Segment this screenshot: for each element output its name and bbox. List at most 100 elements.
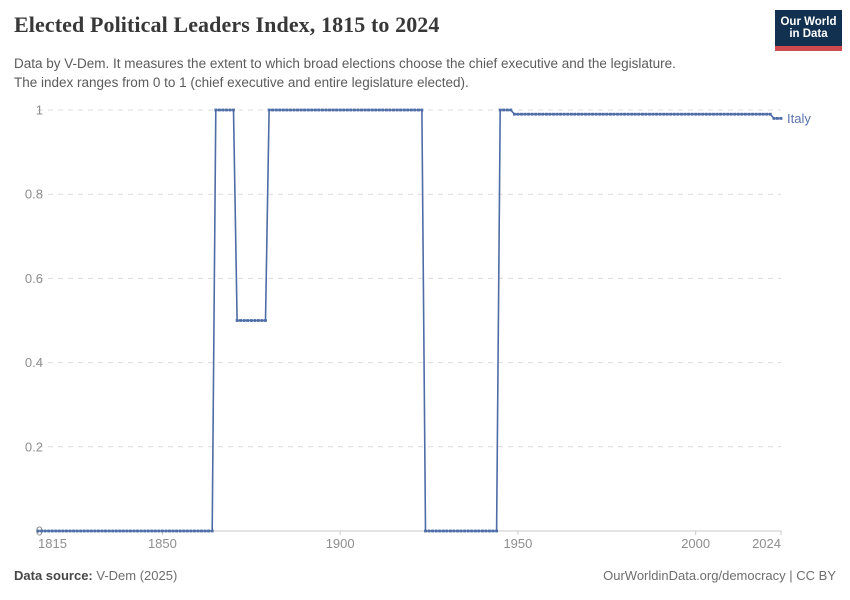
series-line-italy[interactable] — [38, 109, 781, 532]
x-axis-tick-label: 2024 — [752, 536, 781, 551]
data-point-marker — [338, 108, 342, 112]
data-point-marker — [527, 112, 530, 116]
data-point-marker — [363, 108, 367, 112]
data-point-marker — [726, 112, 730, 116]
data-point-marker — [210, 529, 214, 533]
data-point-marker — [768, 112, 772, 116]
data-point-marker — [630, 112, 634, 116]
data-point-marker — [662, 112, 666, 116]
data-point-marker — [466, 529, 470, 533]
data-point-marker — [694, 112, 698, 116]
data-point-marker — [488, 529, 491, 533]
data-point-marker — [89, 529, 93, 533]
data-point-marker — [392, 108, 395, 112]
data-point-marker — [79, 529, 83, 533]
data-point-marker — [665, 112, 669, 116]
data-point-marker — [577, 112, 580, 116]
data-point-marker — [591, 112, 594, 116]
data-point-marker — [72, 529, 75, 533]
data-point-marker — [232, 108, 235, 112]
data-point-marker — [552, 112, 555, 116]
data-point-marker — [54, 529, 58, 533]
data-point-marker — [580, 112, 584, 116]
data-point-marker — [132, 529, 136, 533]
data-point-marker — [125, 529, 129, 533]
data-point-marker — [68, 529, 72, 533]
data-point-marker — [207, 529, 210, 533]
entity-label-italy[interactable]: Italy — [787, 111, 811, 126]
data-point-marker — [40, 529, 43, 533]
data-point-marker — [370, 108, 374, 112]
y-axis-tick-label: 0.6 — [25, 271, 43, 286]
data-point-marker — [313, 108, 317, 112]
data-point-marker — [704, 112, 708, 116]
data-point-marker — [697, 112, 701, 116]
data-point-marker — [566, 112, 570, 116]
data-point-marker — [438, 529, 442, 533]
data-point-marker — [722, 112, 726, 116]
data-point-marker — [473, 529, 477, 533]
data-point-marker — [690, 112, 694, 116]
data-point-marker — [249, 319, 253, 322]
data-point-marker — [708, 112, 712, 116]
data-point-marker — [683, 112, 687, 116]
data-point-marker — [274, 108, 278, 112]
data-point-marker — [61, 529, 65, 533]
data-point-marker — [399, 108, 402, 112]
data-point-marker — [523, 112, 527, 116]
data-point-marker — [321, 108, 324, 112]
data-point-marker — [278, 108, 282, 112]
data-point-marker — [537, 112, 541, 116]
data-point-marker — [548, 112, 552, 116]
data-point-marker — [264, 319, 267, 322]
data-point-marker — [292, 108, 296, 112]
data-point-marker — [168, 529, 171, 533]
data-point-marker — [214, 108, 218, 112]
data-point-marker — [203, 529, 207, 533]
credit-link[interactable]: OurWorldinData.org/democracy | CC BY — [603, 568, 836, 583]
data-point-marker — [36, 529, 40, 533]
data-point-marker — [139, 529, 143, 533]
x-axis-tick-label: 1950 — [503, 536, 532, 551]
data-point-marker — [328, 108, 331, 112]
data-source-label: Data source: — [14, 568, 93, 583]
data-point-marker — [47, 529, 51, 533]
data-point-marker — [619, 112, 623, 116]
data-point-marker — [221, 108, 225, 112]
data-point-marker — [118, 529, 122, 533]
data-point-marker — [409, 108, 413, 112]
data-point-marker — [111, 529, 115, 533]
data-point-marker — [477, 529, 481, 533]
data-point-marker — [281, 108, 285, 112]
data-point-marker — [680, 112, 683, 116]
data-point-marker — [150, 529, 154, 533]
data-point-marker — [669, 112, 673, 116]
chart-subtitle: Data by V-Dem. It measures the extent to… — [14, 55, 814, 92]
data-point-marker — [641, 112, 644, 116]
data-point-marker — [178, 529, 182, 533]
data-point-marker — [445, 529, 449, 533]
data-point-marker — [43, 529, 47, 533]
data-point-marker — [104, 529, 107, 533]
data-source-note: Data source: V-Dem (2025) — [14, 568, 177, 583]
data-point-marker — [484, 529, 488, 533]
data-point-marker — [598, 112, 602, 116]
data-point-marker — [505, 108, 509, 112]
data-source-value: V-Dem (2025) — [92, 568, 178, 583]
data-point-marker — [715, 112, 719, 116]
chart-header: Elected Political Leaders Index, 1815 to… — [14, 12, 769, 38]
data-point-marker — [609, 112, 612, 116]
data-point-marker — [303, 108, 306, 112]
data-point-marker — [129, 529, 132, 533]
data-point-marker — [360, 108, 363, 112]
data-point-marker — [463, 529, 466, 533]
y-axis-tick-label: 0.8 — [25, 187, 43, 202]
data-point-marker — [228, 108, 232, 112]
data-point-marker — [381, 108, 385, 112]
data-point-marker — [587, 112, 591, 116]
data-point-marker — [356, 108, 360, 112]
data-point-marker — [235, 319, 239, 322]
data-point-marker — [185, 529, 189, 533]
data-point-marker — [498, 108, 502, 112]
